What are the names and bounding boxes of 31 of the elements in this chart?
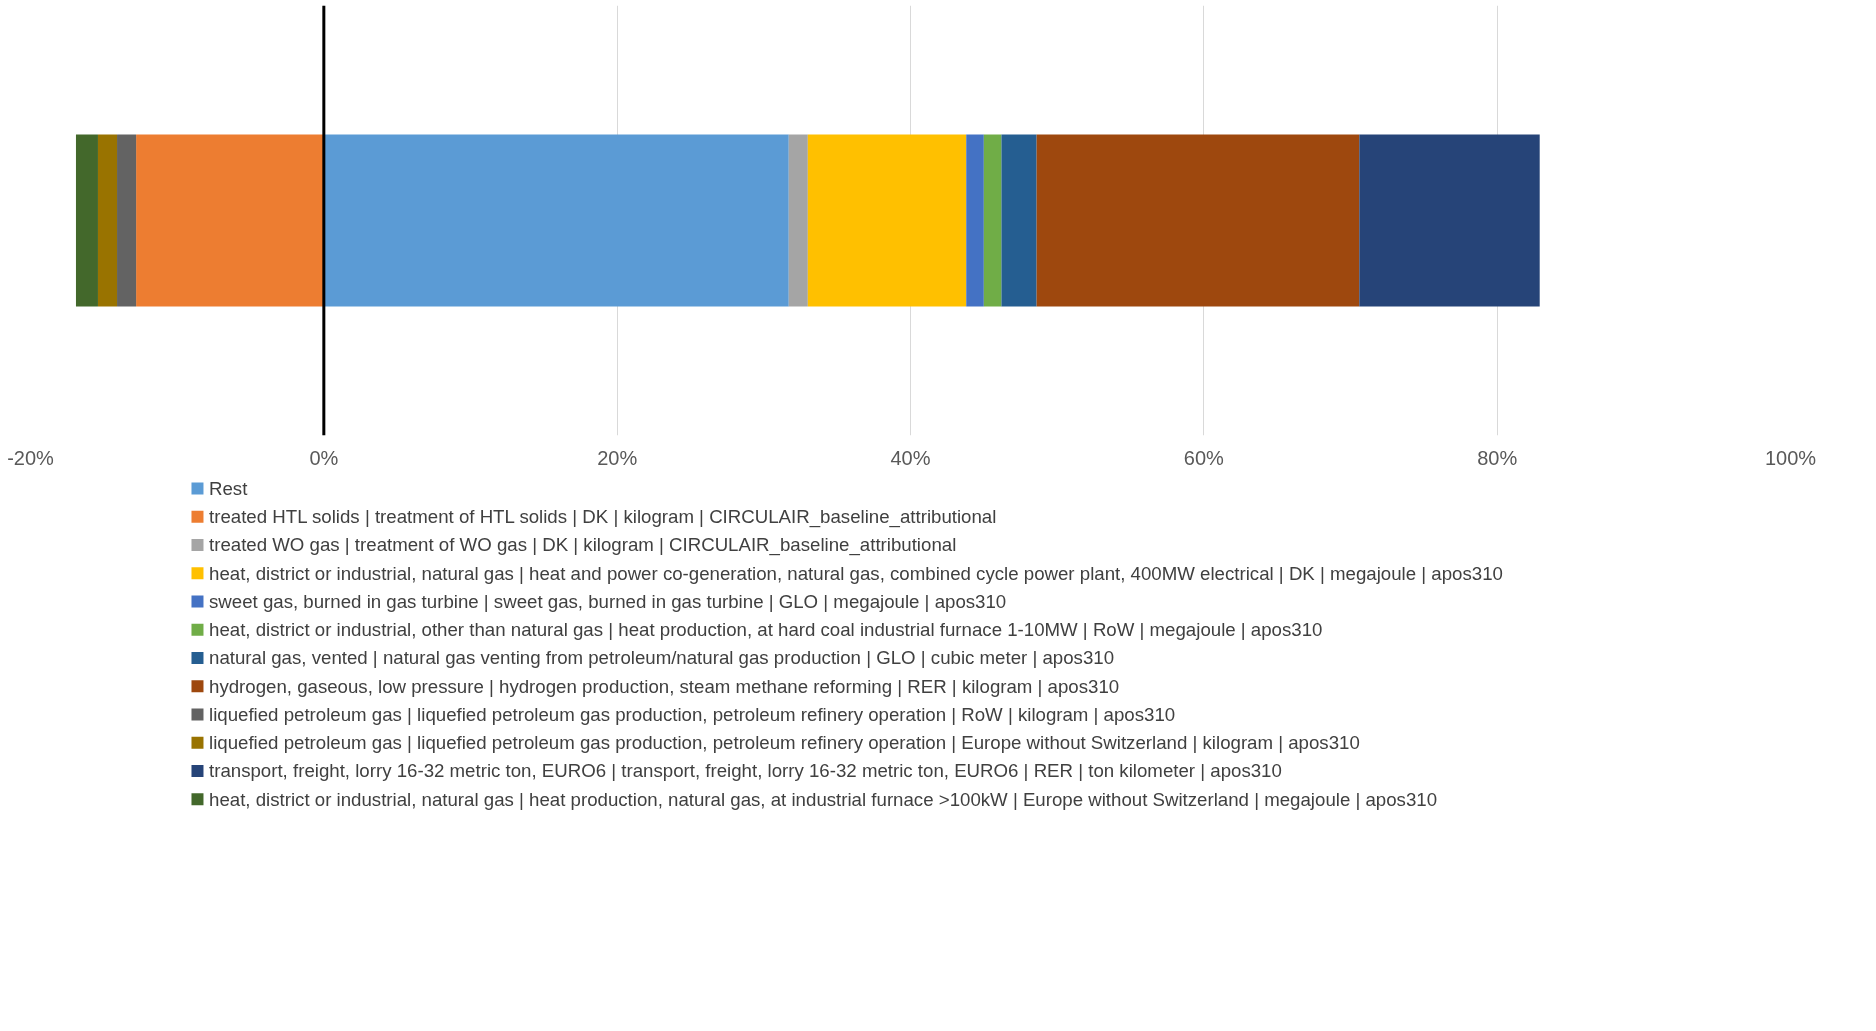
legend-label: hydrogen, gaseous, low pressure | hydrogen production, steam methane reforming | RER | kilogram | apos310 [209, 675, 1120, 697]
bar [1001, 134, 1037, 307]
x-tick-label: 60% [1183, 446, 1225, 469]
legend-label: treated HTL solids | treatment of HTL solids | DK | kilogram | CIRCULAIR_baseline_attributional [209, 506, 997, 529]
legend-label: sweet gas, burned in gas turbine | sweet gas, burned in gas turbine | GLO | megajoule | apos310 [209, 590, 1007, 612]
x-tick-label: 40% [890, 446, 931, 469]
legend-label: heat, district or industrial, natural gas | heat production, natural gas, at industrial furnace >100kW | Europe without Switzerland | megajoule | apos310 [209, 788, 1438, 810]
bar [983, 134, 1002, 307]
bar [1359, 134, 1540, 307]
bar [966, 134, 984, 307]
x-tick-label: 20% [597, 446, 638, 469]
x-tick-label: 80% [1477, 446, 1518, 469]
bar [323, 134, 789, 307]
legend-label: transport, freight, lorry 16-32 metric ton, EURO6 | transport, freight, lorry 16-32 metric ton, EURO6 | RER | ton kilometer | apos310 [209, 760, 1282, 782]
x-tick-label: 100% [1764, 446, 1817, 469]
legend-label: natural gas, vented | natural gas venting from petroleum/natural gas production | GLO | cubic meter | apos310 [209, 647, 1115, 669]
bar [788, 134, 808, 307]
legend-label: treated WO gas | treatment of WO gas | DK | kilogram | CIRCULAIR_baseline_attributional [209, 534, 957, 557]
bar [807, 134, 967, 307]
legend-label: Rest [209, 477, 249, 499]
bar [1036, 134, 1360, 307]
bar [117, 134, 137, 307]
legend-label: heat, district or industrial, natural gas | heat and power co-generation, natural gas, combined cycle power plant, 400MW electrical | DK | megajoule | apos310 [209, 562, 1503, 584]
x-tick-label: 0% [309, 446, 339, 469]
bar [136, 134, 324, 307]
bar [97, 134, 118, 307]
legend-label: liquefied petroleum gas | liquefied petroleum gas production, petroleum refinery operation | Europe without Switzerland | kilogram | apos310 [209, 732, 1360, 754]
legend-label: liquefied petroleum gas | liquefied petroleum gas production, petroleum refinery operation | RoW | kilogram | apos310 [209, 703, 1176, 725]
x-tick-label: -20% [7, 446, 55, 469]
bar [75, 134, 98, 307]
legend-label: heat, district or industrial, other than natural gas | heat production, at hard coal industrial furnace 1-10MW | RoW | megajoule | apos310 [209, 619, 1323, 641]
